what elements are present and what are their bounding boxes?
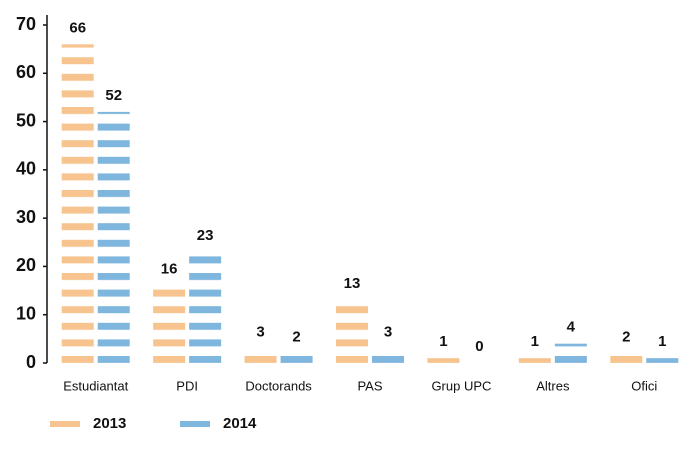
bar xyxy=(646,358,679,363)
x-tick-label: PDI xyxy=(176,378,198,393)
value-label: 1 xyxy=(439,333,447,350)
value-label: 23 xyxy=(197,227,214,244)
bar xyxy=(244,348,277,363)
x-tick-label: Estudiantat xyxy=(63,378,128,393)
value-label: 52 xyxy=(105,87,122,104)
value-label: 4 xyxy=(567,319,576,336)
value-label: 16 xyxy=(161,261,178,278)
x-tick-label: Ofici xyxy=(631,378,657,393)
value-label: 66 xyxy=(69,19,86,36)
value-label: 3 xyxy=(384,323,392,340)
x-tick-label: PAS xyxy=(357,378,382,393)
bar xyxy=(372,348,404,363)
legend-label: 2014 xyxy=(223,415,257,432)
y-tick-label: 40 xyxy=(16,159,36,179)
y-tick-label: 30 xyxy=(16,207,36,227)
y-tick-label: 50 xyxy=(16,110,36,130)
legend-swatch xyxy=(180,421,210,427)
bar xyxy=(554,343,587,363)
bar xyxy=(189,251,222,363)
value-label: 1 xyxy=(531,333,539,350)
value-label: 2 xyxy=(622,328,630,345)
bar xyxy=(427,358,460,363)
y-tick-label: 60 xyxy=(16,62,36,82)
y-tick-label: 70 xyxy=(16,14,36,34)
y-tick-label: 0 xyxy=(26,352,36,372)
x-tick-label: Doctorands xyxy=(245,378,312,393)
bar xyxy=(61,44,94,364)
bar xyxy=(97,111,130,364)
value-label: 0 xyxy=(475,338,483,355)
value-label: 3 xyxy=(256,323,264,340)
value-label: 13 xyxy=(344,275,361,292)
value-label: 1 xyxy=(658,333,666,350)
y-tick-label: 20 xyxy=(16,255,36,275)
x-tick-label: Grup UPC xyxy=(431,378,491,393)
value-label: 2 xyxy=(292,328,300,345)
bar xyxy=(336,300,368,363)
bar xyxy=(280,353,313,363)
bar xyxy=(153,285,186,363)
bar xyxy=(610,353,643,363)
bar xyxy=(518,358,551,363)
x-tick-label: Altres xyxy=(536,378,570,393)
legend-label: 2013 xyxy=(93,415,126,432)
legend-swatch xyxy=(50,421,80,427)
y-tick-label: 10 xyxy=(16,303,36,323)
